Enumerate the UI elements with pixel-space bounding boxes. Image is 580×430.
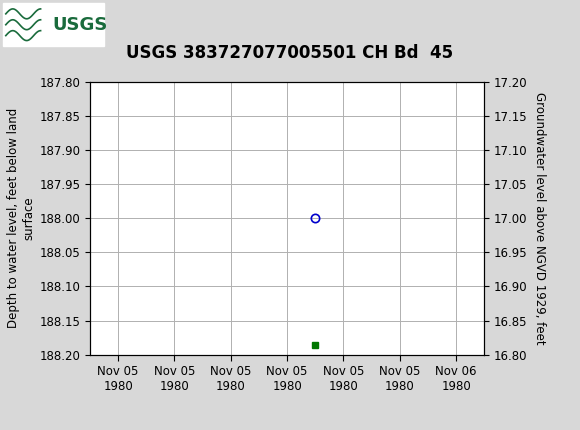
Text: USGS 383727077005501 CH Bd  45: USGS 383727077005501 CH Bd 45 — [126, 44, 454, 62]
Y-axis label: Depth to water level, feet below land
surface: Depth to water level, feet below land su… — [7, 108, 35, 329]
FancyBboxPatch shape — [3, 3, 104, 46]
Text: USGS: USGS — [52, 16, 107, 34]
Y-axis label: Groundwater level above NGVD 1929, feet: Groundwater level above NGVD 1929, feet — [533, 92, 546, 344]
